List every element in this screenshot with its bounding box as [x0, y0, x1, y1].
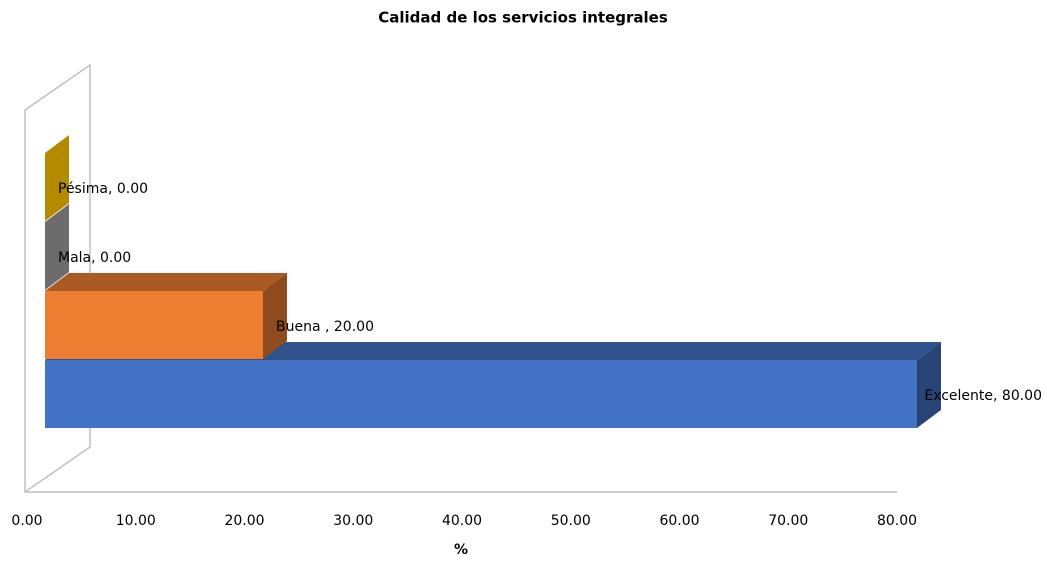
- x-tick-label: 70.00: [768, 513, 808, 529]
- bar-front: [45, 360, 917, 428]
- data-label: Excelente, 80.00: [924, 388, 1042, 404]
- data-label: Buena , 20.00: [276, 319, 374, 335]
- bar-front: [45, 291, 263, 359]
- x-tick-label: 20.00: [224, 513, 264, 529]
- x-tick-label: 40.00: [442, 513, 482, 529]
- chart-title: Calidad de los servicios integrales: [378, 9, 668, 27]
- x-tick-label: 60.00: [659, 513, 699, 529]
- x-tick-label: 50.00: [551, 513, 591, 529]
- bar-side: [45, 204, 69, 290]
- bar: [45, 135, 69, 221]
- bar-side: [263, 273, 287, 359]
- x-tick-label: 80.00: [877, 513, 917, 529]
- data-label: Pésima, 0.00: [58, 181, 148, 197]
- data-label: Mala, 0.00: [58, 250, 131, 266]
- bar: [45, 273, 287, 359]
- bar-side: [917, 342, 941, 428]
- x-tick-label: 0.00: [11, 513, 42, 529]
- x-tick-label: 10.00: [116, 513, 156, 529]
- x-tick-label: 30.00: [333, 513, 373, 529]
- bar: [45, 204, 69, 290]
- back-wall: [24, 63, 91, 494]
- bar-side: [45, 135, 69, 221]
- bar-top: [45, 273, 287, 291]
- x-axis-title: %: [454, 542, 468, 558]
